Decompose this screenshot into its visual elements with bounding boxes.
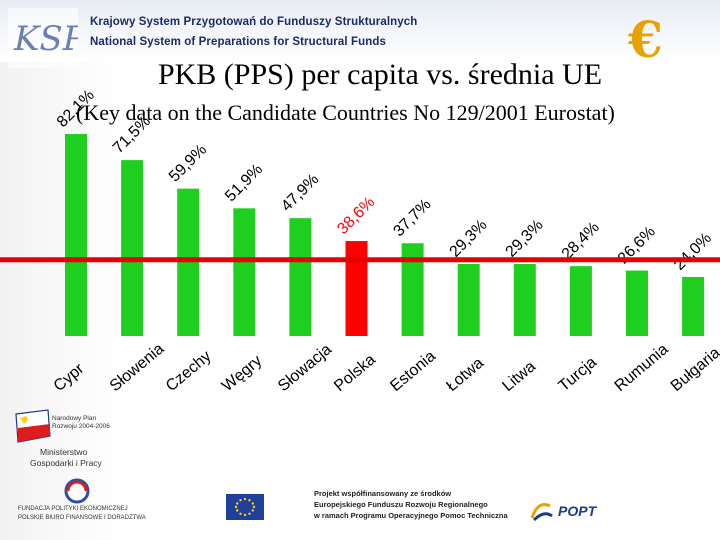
cofinance-line2: Europejskiego Funduszu Rozwoju Regionaln… bbox=[314, 500, 488, 509]
value-label-1: 71,5% bbox=[110, 113, 154, 157]
eu-flag-icon bbox=[226, 494, 264, 520]
bar-6 bbox=[401, 243, 424, 336]
value-label-11: 24,0% bbox=[671, 230, 715, 274]
footer: Narodowy Plan Rozwoju 2004-2006 Minister… bbox=[0, 400, 720, 540]
foundation-name-line1: FUNDACJA POLITYKI EKONOMICZNEJ bbox=[18, 506, 128, 512]
npr-flag-logo bbox=[15, 409, 51, 443]
bar-1 bbox=[121, 160, 144, 336]
popt-logo: POPT bbox=[530, 503, 598, 522]
value-label-9: 28,4% bbox=[559, 219, 603, 263]
bar-10 bbox=[626, 270, 648, 336]
category-label-1: Słowenia bbox=[107, 340, 168, 395]
cofinance-line1: Projekt współfinansowany ze środków bbox=[314, 489, 452, 498]
foundation-name-line2: POLSKIE BIURO FINANSOWE I DORADZTWA bbox=[18, 515, 146, 521]
category-label-9: Turcja bbox=[556, 354, 601, 395]
npr-line1: Narodowy Plan bbox=[52, 415, 97, 422]
category-label-11: Bułgaria bbox=[668, 344, 720, 395]
program-name-pl: Krajowy System Przygotowań do Funduszy S… bbox=[90, 16, 418, 28]
npr-line2: Rozwoju 2004-2006 bbox=[52, 423, 110, 430]
value-label-7: 29,3% bbox=[447, 217, 491, 261]
chart-title: PKB (PPS) per capita vs. średnia UE bbox=[157, 58, 603, 91]
bars-layer bbox=[65, 134, 705, 336]
category-label-0: Cypr bbox=[51, 360, 88, 395]
top-banner bbox=[0, 0, 720, 62]
category-label-7: Łotwa bbox=[443, 355, 487, 396]
category-label-2: Czechy bbox=[163, 348, 215, 395]
bar-9 bbox=[569, 266, 592, 336]
bar-chart: 82,1% 71,5% 59,9% 51,9% 47,9% 38,6% 37,7% 29,3%… bbox=[0, 87, 720, 395]
ministry-name-line1: Ministerstwo bbox=[40, 447, 88, 457]
program-name-en: National System of Preparations for Stru… bbox=[90, 36, 386, 48]
euro-icon: € bbox=[628, 10, 663, 69]
bar-4 bbox=[289, 218, 312, 336]
value-label-5: 38,6% bbox=[334, 194, 378, 238]
category-label-3: Węgry bbox=[219, 352, 265, 395]
popt-label: POPT bbox=[558, 503, 598, 519]
category-label-5: Polska bbox=[331, 351, 379, 395]
value-label-4: 47,9% bbox=[278, 171, 322, 215]
category-label-4: Słowacja bbox=[275, 341, 335, 395]
value-label-8: 29,3% bbox=[503, 217, 547, 261]
value-label-0: 82,1% bbox=[54, 87, 98, 131]
bar-5 bbox=[345, 241, 368, 336]
bar-8 bbox=[513, 263, 536, 336]
value-label-3: 51,9% bbox=[222, 161, 266, 205]
bar-2 bbox=[177, 188, 200, 336]
bar-3 bbox=[233, 208, 256, 336]
value-labels-layer: 82,1% 71,5% 59,9% 51,9% 47,9% 38,6% 37,7% 29,3%… bbox=[54, 87, 715, 274]
bar-7 bbox=[457, 263, 480, 336]
bar-11 bbox=[682, 276, 705, 336]
value-label-2: 59,9% bbox=[166, 141, 210, 185]
value-label-6: 37,7% bbox=[390, 196, 434, 240]
chart-subtitle: (Key data on the Candidate Countries No … bbox=[76, 100, 615, 125]
ksp-logo: KSP bbox=[8, 8, 78, 68]
category-label-6: Estonia bbox=[387, 348, 439, 395]
ministry-name-line2: Gospodarki i Pracy bbox=[30, 458, 102, 468]
cofinance-line3: w ramach Programu Operacyjnego Pomoc Tec… bbox=[314, 511, 508, 520]
foundation-logo bbox=[64, 478, 90, 504]
ksp-logo-text: KSP bbox=[13, 19, 78, 59]
bar-0 bbox=[65, 134, 87, 336]
category-label-10: Rumunia bbox=[612, 341, 672, 395]
category-label-8: Litwa bbox=[499, 358, 539, 395]
